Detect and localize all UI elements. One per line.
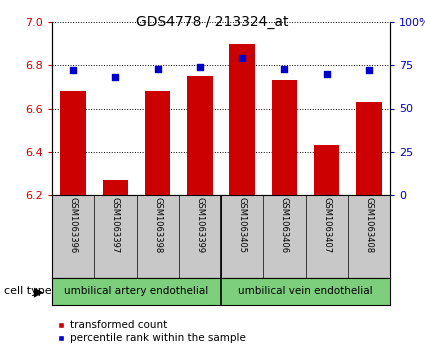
Text: umbilical vein endothelial: umbilical vein endothelial	[238, 286, 373, 297]
Text: GSM1063399: GSM1063399	[196, 197, 204, 254]
Text: ▶: ▶	[34, 285, 43, 298]
Text: GSM1063398: GSM1063398	[153, 197, 162, 254]
Text: GSM1063396: GSM1063396	[68, 197, 78, 254]
Bar	[60, 91, 86, 195]
Bar	[103, 180, 128, 195]
Bar	[314, 145, 339, 195]
Point	[196, 64, 203, 70]
Text: GSM1063397: GSM1063397	[111, 197, 120, 254]
Text: GSM1063405: GSM1063405	[238, 197, 246, 253]
Bar	[230, 44, 255, 195]
Bar	[187, 76, 212, 195]
Point	[281, 66, 288, 72]
Bar	[272, 80, 297, 195]
Point	[70, 68, 76, 73]
Bar	[356, 102, 382, 195]
Legend: transformed count, percentile rank within the sample: transformed count, percentile rank withi…	[57, 320, 246, 343]
Point	[239, 56, 246, 61]
Text: GSM1063407: GSM1063407	[322, 197, 331, 254]
Point	[366, 68, 372, 73]
Text: GSM1063408: GSM1063408	[364, 197, 374, 254]
Bar	[145, 91, 170, 195]
Text: cell type: cell type	[4, 286, 52, 297]
Point	[112, 74, 119, 80]
Text: umbilical artery endothelial: umbilical artery endothelial	[64, 286, 209, 297]
Point	[323, 71, 330, 77]
Text: GDS4778 / 213324_at: GDS4778 / 213324_at	[136, 15, 289, 29]
Text: GSM1063406: GSM1063406	[280, 197, 289, 254]
Point	[154, 66, 161, 72]
